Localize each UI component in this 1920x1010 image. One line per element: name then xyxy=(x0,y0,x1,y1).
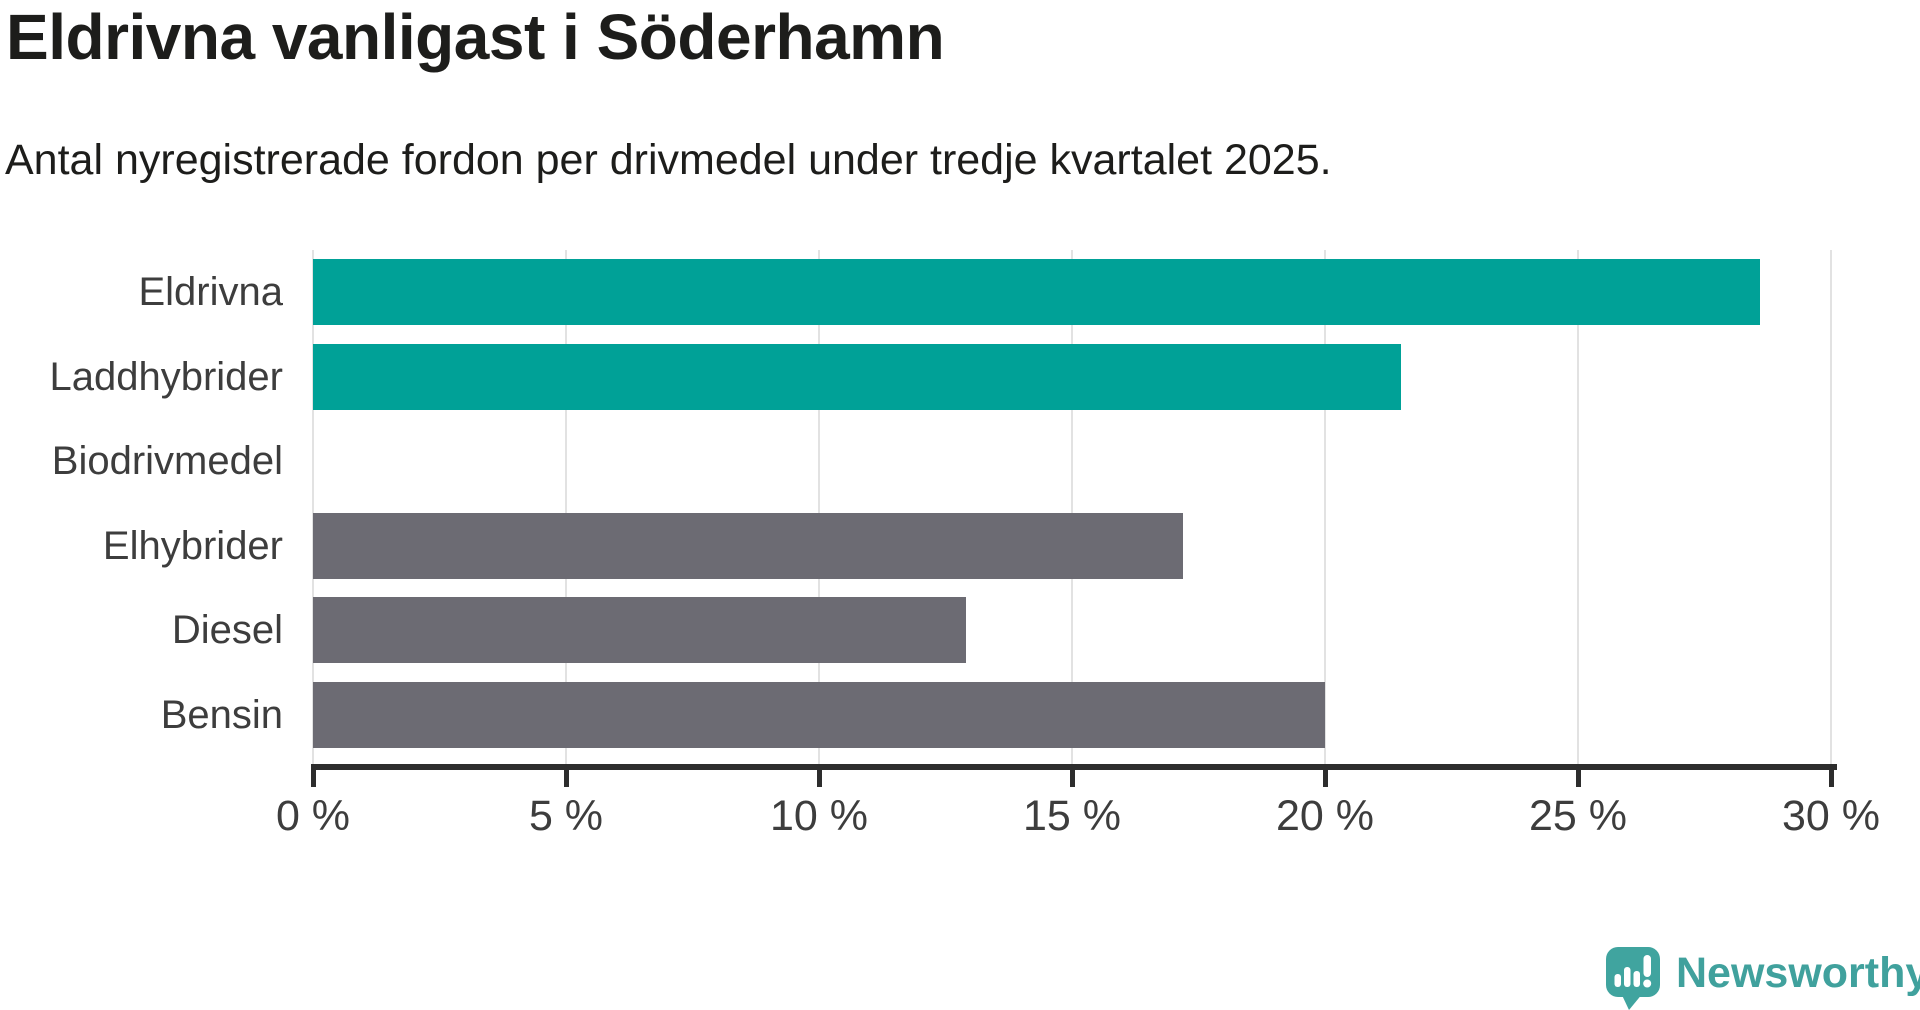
category-label-bensin: Bensin xyxy=(160,693,283,737)
chart-subtitle: Antal nyregistrerade fordon per drivmede… xyxy=(5,136,1332,184)
x-tick-label-15: 15 % xyxy=(1022,792,1121,840)
gridline-20 xyxy=(1324,250,1326,764)
gridline-5 xyxy=(565,250,567,764)
bar-diesel xyxy=(313,597,966,664)
x-tick-15 xyxy=(1070,764,1075,787)
x-tick-label-5: 5 % xyxy=(528,792,604,840)
gridline-30 xyxy=(1830,250,1832,764)
chart-title: Eldrivna vanligast i Söderhamn xyxy=(6,1,945,73)
x-tick-10 xyxy=(817,764,822,787)
x-tick-30 xyxy=(1829,764,1834,787)
x-tick-0 xyxy=(311,764,316,787)
x-tick-5 xyxy=(564,764,569,787)
x-tick-label-10: 10 % xyxy=(769,792,868,840)
x-tick-25 xyxy=(1576,764,1581,787)
gridline-0 xyxy=(312,250,314,764)
x-tick-20 xyxy=(1323,764,1328,787)
category-label-eldrivna: Eldrivna xyxy=(138,270,283,314)
bar-bensin xyxy=(313,682,1325,748)
x-tick-label-20: 20 % xyxy=(1275,792,1374,840)
bar-chart-plot-area xyxy=(312,250,1835,764)
bar-eldrivna xyxy=(313,259,1760,325)
bar-elhybrider xyxy=(313,512,1183,579)
category-label-diesel: Diesel xyxy=(171,608,283,653)
x-tick-label-0: 0 % xyxy=(275,792,351,840)
category-label-biodrivmedel: Biodrivmedel xyxy=(51,439,283,484)
bar-chart-speech-bubble-icon xyxy=(1606,947,1660,1010)
newsworthy-logo: Newsworthy xyxy=(1606,947,1920,1010)
gridline-25 xyxy=(1577,250,1579,764)
newsworthy-wordmark: Newsworthy xyxy=(1676,949,1920,997)
gridline-10 xyxy=(818,250,820,764)
bar-laddhybrider xyxy=(313,343,1401,410)
category-label-laddhybrider: Laddhybrider xyxy=(49,354,284,399)
gridline-15 xyxy=(1071,250,1073,764)
category-label-elhybrider: Elhybrider xyxy=(102,523,283,568)
x-tick-label-30: 30 % xyxy=(1781,792,1880,840)
x-tick-label-25: 25 % xyxy=(1528,792,1627,840)
